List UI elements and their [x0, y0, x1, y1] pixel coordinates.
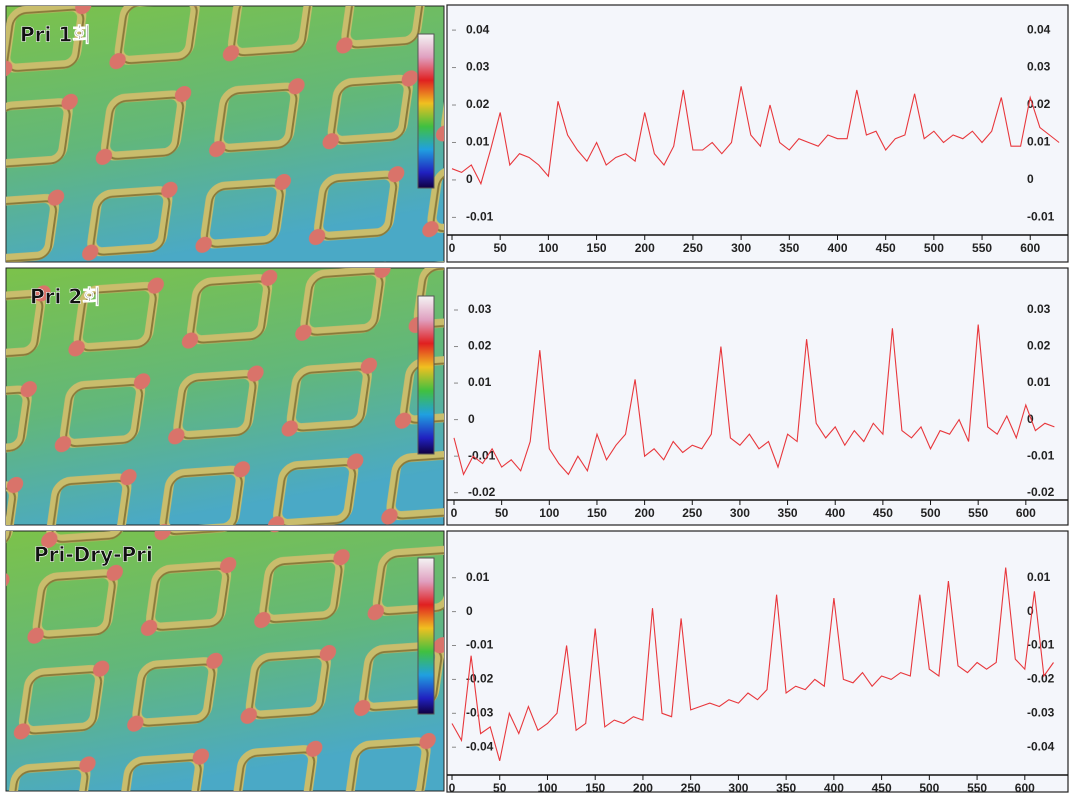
- x-tick-label: 50: [493, 781, 507, 795]
- x-tick-label: 200: [633, 781, 653, 795]
- x-tick-label: 550: [967, 781, 987, 795]
- y-tick-label: 0.02: [468, 339, 492, 353]
- x-tick-label: 300: [728, 781, 748, 795]
- y-tick-label: -0.01: [466, 210, 494, 224]
- data-line: [451, 86, 1060, 186]
- x-tick-label: 250: [682, 506, 702, 520]
- panel-label: Pri-Dry-Pri: [34, 543, 153, 567]
- x-tick-label: 350: [776, 781, 796, 795]
- profile-chart: -0.02 -0.02 -0.01 -0.01 0 0 0.01 0.01 0.02 0.02 0.…: [446, 267, 1069, 526]
- surface-pattern: [6, 6, 444, 262]
- y2-tick-label: -0.01: [1027, 210, 1055, 224]
- x-tick-label: 200: [635, 506, 655, 520]
- y-tick-label: 0.02: [466, 97, 490, 111]
- x-tick-label: 250: [683, 241, 703, 255]
- profile-chart: -0.04 -0.04-0.03 -0.03-0.02 -0.02-0.01 -0.01…: [446, 530, 1069, 795]
- chart-frame: [446, 267, 1069, 526]
- y-tick-label: -0.02: [468, 485, 496, 499]
- x-tick-label: 600: [1020, 241, 1040, 255]
- x-tick-label: 0: [451, 506, 458, 520]
- x-tick-label: 400: [825, 506, 845, 520]
- y2-tick-label: 0: [1027, 604, 1034, 618]
- y2-tick-label: 0.01: [1027, 135, 1051, 149]
- y-tick-label: 0.03: [468, 302, 492, 316]
- panel-label: Pri 2회: [30, 285, 101, 309]
- panel-label: Pri 1회: [20, 23, 91, 47]
- x-tick-label: 600: [1015, 781, 1035, 795]
- x-tick-label: 550: [968, 506, 988, 520]
- x-tick-label: 0: [449, 781, 456, 795]
- y2-tick-label: 0.03: [1027, 302, 1051, 316]
- x-tick-label: 50: [495, 506, 509, 520]
- x-tick-label: 150: [587, 506, 607, 520]
- x-tick-label: 150: [587, 241, 607, 255]
- x-tick-label: 200: [635, 241, 655, 255]
- x-tick-label: 250: [681, 781, 701, 795]
- color-bar: [417, 557, 435, 715]
- y2-tick-label: 0.03: [1027, 60, 1051, 74]
- x-tick-label: 100: [539, 506, 559, 520]
- x-tick-label: 50: [494, 241, 508, 255]
- x-tick-label: 300: [730, 506, 750, 520]
- chart-frame: [446, 4, 1069, 263]
- color-bar: [417, 295, 435, 455]
- x-tick-label: 100: [538, 241, 558, 255]
- y-tick-label: -0.01: [466, 638, 494, 652]
- x-tick-label: 450: [873, 506, 893, 520]
- x-tick-label: 550: [972, 241, 992, 255]
- x-tick-label: 500: [919, 781, 939, 795]
- x-tick-label: 500: [921, 506, 941, 520]
- y-tick-label: 0.03: [466, 60, 490, 74]
- y-tick-label: 0.01: [466, 135, 490, 149]
- y-tick-label: 0.01: [468, 375, 492, 389]
- x-tick-label: 0: [449, 241, 456, 255]
- y-tick-label: -0.04: [466, 739, 494, 753]
- y-tick-label: 0: [468, 412, 475, 426]
- y-tick-label: -0.01: [468, 448, 496, 462]
- y2-tick-label: -0.02: [1027, 672, 1055, 686]
- y-tick-label: -0.03: [466, 705, 494, 719]
- x-tick-label: 600: [1016, 506, 1036, 520]
- y2-tick-label: 0.02: [1027, 339, 1051, 353]
- y2-tick-label: -0.01: [1027, 448, 1055, 462]
- x-tick-label: 500: [924, 241, 944, 255]
- y2-tick-label: -0.03: [1027, 705, 1055, 719]
- x-tick-label: 450: [876, 241, 896, 255]
- y2-tick-label: -0.02: [1027, 485, 1055, 499]
- y-tick-label: 0.01: [466, 570, 490, 584]
- x-tick-label: 350: [778, 506, 798, 520]
- surface-pattern: [6, 531, 444, 791]
- y2-tick-label: 0.04: [1027, 22, 1051, 36]
- surface-pattern: [6, 268, 444, 525]
- y-tick-label: 0.04: [466, 22, 490, 36]
- y2-tick-label: 0.01: [1027, 570, 1051, 584]
- x-tick-label: 400: [824, 781, 844, 795]
- data-line: [451, 567, 1054, 761]
- x-tick-label: 300: [731, 241, 751, 255]
- y2-tick-label: 0.01: [1027, 375, 1051, 389]
- y-tick-label: 0: [466, 604, 473, 618]
- x-tick-label: 150: [585, 781, 605, 795]
- data-line: [453, 324, 1055, 476]
- y-tick-label: -0.02: [466, 672, 494, 686]
- chart-frame: [446, 530, 1069, 793]
- x-tick-label: 450: [872, 781, 892, 795]
- surface-panels: Pri 1회 Pri 2회 Pri-Dry-Pri: [5, 5, 445, 792]
- profile-chart: -0.01 -0.010 00.01 0.010.02 0.020.03 0.030.04…: [446, 4, 1069, 263]
- x-tick-label: 400: [827, 241, 847, 255]
- y2-tick-label: -0.04: [1027, 739, 1055, 753]
- y-tick-label: 0: [466, 172, 473, 186]
- x-tick-label: 350: [779, 241, 799, 255]
- x-tick-label: 100: [537, 781, 557, 795]
- y2-tick-label: 0: [1027, 172, 1034, 186]
- color-bar: [417, 33, 435, 189]
